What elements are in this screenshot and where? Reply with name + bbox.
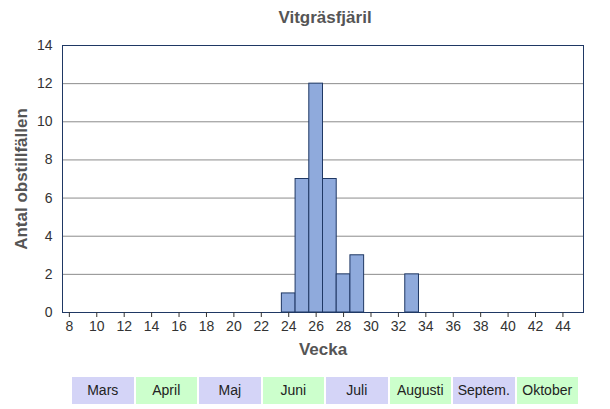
svg-text:0: 0 — [45, 304, 53, 320]
svg-text:34: 34 — [418, 318, 434, 334]
svg-text:8: 8 — [65, 318, 73, 334]
svg-text:4: 4 — [45, 228, 53, 244]
html-text:Juni: Juni — [280, 382, 307, 398]
svg-text:12: 12 — [37, 75, 53, 91]
svg-text:28: 28 — [336, 318, 352, 334]
html-text:April: April — [152, 382, 181, 398]
svg-text:16: 16 — [171, 318, 187, 334]
svg-text:18: 18 — [199, 318, 215, 334]
html-text:Augusti: Augusti — [396, 382, 444, 398]
svg-text:14: 14 — [144, 318, 160, 334]
svg-text:2: 2 — [45, 266, 53, 282]
svg-text:38: 38 — [473, 318, 489, 334]
svg-text:32: 32 — [391, 318, 407, 334]
svg-text:26: 26 — [308, 318, 324, 334]
svg-text:24: 24 — [281, 318, 297, 334]
svg-text:10: 10 — [37, 113, 53, 129]
svg-text:10: 10 — [89, 318, 105, 334]
html-text:Septem.: Septem. — [457, 382, 510, 398]
svg-text:8: 8 — [45, 151, 53, 167]
html-text:Maj: Maj — [218, 382, 241, 398]
svg-text:22: 22 — [254, 318, 270, 334]
svg-text:20: 20 — [226, 318, 242, 334]
svg-text:36: 36 — [445, 318, 461, 334]
html-text:Vitgräsfjäril: Vitgräsfjäril — [278, 8, 372, 27]
svg-text:44: 44 — [555, 318, 571, 334]
svg-text:12: 12 — [116, 318, 132, 334]
svg-text:42: 42 — [528, 318, 544, 334]
html-text:Juli: Juli — [346, 382, 368, 398]
svg-text:Vecka: Vecka — [299, 340, 348, 359]
html-text:Mars: Mars — [87, 382, 119, 398]
html-text:Oktober: Oktober — [522, 382, 573, 398]
svg-text:30: 30 — [363, 318, 379, 334]
svg-text:40: 40 — [500, 318, 516, 334]
svg-text:Antal obstillfällen: Antal obstillfällen — [12, 108, 31, 250]
svg-text:6: 6 — [45, 190, 53, 206]
svg-text:14: 14 — [37, 37, 53, 53]
